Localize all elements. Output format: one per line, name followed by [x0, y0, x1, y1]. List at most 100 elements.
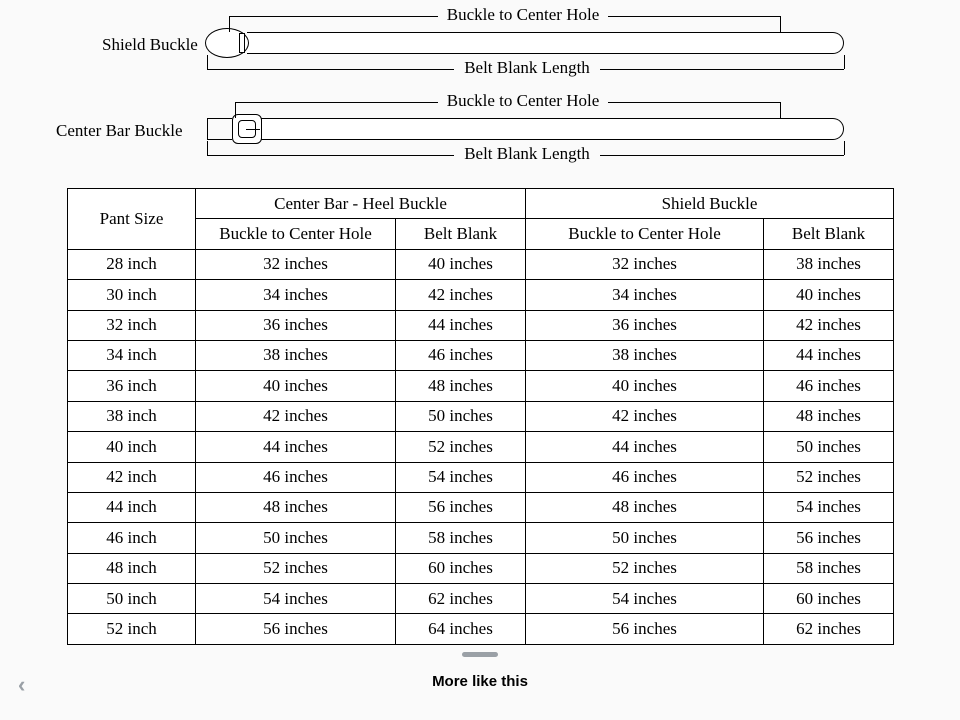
cell-s_bch: 56 inches: [526, 614, 764, 644]
cell-c_bch: 36 inches: [196, 310, 396, 340]
table-row: 30 inch34 inches42 inches34 inches40 inc…: [68, 280, 894, 310]
size-table-container: Pant Size Center Bar - Heel Buckle Shiel…: [67, 188, 893, 645]
cell-s_bb: 52 inches: [764, 462, 894, 492]
drag-handle-icon[interactable]: [462, 652, 498, 657]
cell-c_bch: 34 inches: [196, 280, 396, 310]
header-group-centerbar: Center Bar - Heel Buckle: [196, 189, 526, 219]
table-row: 28 inch32 inches40 inches32 inches38 inc…: [68, 249, 894, 279]
table-row: 42 inch46 inches54 inches46 inches52 inc…: [68, 462, 894, 492]
more-like-this-label: More like this: [0, 673, 960, 690]
cell-c_bch: 48 inches: [196, 492, 396, 522]
size-table: Pant Size Center Bar - Heel Buckle Shiel…: [67, 188, 894, 645]
cell-pant: 36 inch: [68, 371, 196, 401]
table-row: 36 inch40 inches48 inches40 inches46 inc…: [68, 371, 894, 401]
cell-pant: 40 inch: [68, 432, 196, 462]
cell-pant: 46 inch: [68, 523, 196, 553]
cell-s_bb: 60 inches: [764, 584, 894, 614]
cell-c_bch: 50 inches: [196, 523, 396, 553]
buckle-bar-icon: [239, 33, 245, 53]
cell-s_bch: 44 inches: [526, 432, 764, 462]
cell-c_bb: 44 inches: [396, 310, 526, 340]
table-row: 38 inch42 inches50 inches42 inches48 inc…: [68, 401, 894, 431]
cell-c_bb: 64 inches: [396, 614, 526, 644]
cell-pant: 30 inch: [68, 280, 196, 310]
belt-strap-icon: [261, 118, 844, 140]
size-table-body: 28 inch32 inches40 inches32 inches38 inc…: [68, 249, 894, 644]
cell-c_bb: 42 inches: [396, 280, 526, 310]
cell-s_bb: 38 inches: [764, 249, 894, 279]
cell-pant: 34 inch: [68, 340, 196, 370]
table-row: 50 inch54 inches62 inches54 inches60 inc…: [68, 584, 894, 614]
cell-s_bch: 42 inches: [526, 401, 764, 431]
cell-c_bch: 44 inches: [196, 432, 396, 462]
centerbar-buckle-label: Center Bar Buckle: [56, 121, 183, 141]
table-row: 34 inch38 inches46 inches38 inches44 inc…: [68, 340, 894, 370]
dimension-label: Buckle to Center Hole: [439, 5, 608, 25]
cell-s_bb: 42 inches: [764, 310, 894, 340]
cell-s_bch: 34 inches: [526, 280, 764, 310]
table-row: 52 inch56 inches64 inches56 inches62 inc…: [68, 614, 894, 644]
dimension-label: Buckle to Center Hole: [439, 91, 608, 111]
shield-buckle-label: Shield Buckle: [102, 35, 198, 55]
cell-s_bb: 48 inches: [764, 401, 894, 431]
cell-c_bb: 56 inches: [396, 492, 526, 522]
cell-s_bch: 38 inches: [526, 340, 764, 370]
cell-c_bch: 52 inches: [196, 553, 396, 583]
cell-c_bb: 52 inches: [396, 432, 526, 462]
header-centerbar-bb: Belt Blank: [396, 219, 526, 249]
cell-s_bb: 62 inches: [764, 614, 894, 644]
cell-s_bch: 40 inches: [526, 371, 764, 401]
cell-s_bb: 46 inches: [764, 371, 894, 401]
cell-pant: 44 inch: [68, 492, 196, 522]
dimension-label: Belt Blank Length: [456, 58, 598, 78]
cell-s_bch: 50 inches: [526, 523, 764, 553]
cell-c_bb: 54 inches: [396, 462, 526, 492]
cell-pant: 38 inch: [68, 401, 196, 431]
cell-s_bch: 46 inches: [526, 462, 764, 492]
cell-pant: 32 inch: [68, 310, 196, 340]
dimension-label: Belt Blank Length: [456, 144, 598, 164]
header-shield-bch: Buckle to Center Hole: [526, 219, 764, 249]
back-chevron-icon[interactable]: ‹: [18, 672, 25, 698]
table-row: 32 inch36 inches44 inches36 inches42 inc…: [68, 310, 894, 340]
cell-c_bb: 62 inches: [396, 584, 526, 614]
cell-s_bb: 40 inches: [764, 280, 894, 310]
cell-s_bch: 32 inches: [526, 249, 764, 279]
cell-pant: 48 inch: [68, 553, 196, 583]
cell-pant: 52 inch: [68, 614, 196, 644]
cell-pant: 42 inch: [68, 462, 196, 492]
cell-c_bch: 54 inches: [196, 584, 396, 614]
cell-s_bb: 44 inches: [764, 340, 894, 370]
header-pant-size: Pant Size: [68, 189, 196, 250]
header-shield-bb: Belt Blank: [764, 219, 894, 249]
strap-segment-icon: [207, 118, 232, 140]
cell-s_bch: 48 inches: [526, 492, 764, 522]
cell-s_bb: 50 inches: [764, 432, 894, 462]
cell-s_bch: 54 inches: [526, 584, 764, 614]
cell-c_bch: 42 inches: [196, 401, 396, 431]
cell-c_bch: 46 inches: [196, 462, 396, 492]
cell-c_bb: 40 inches: [396, 249, 526, 279]
cell-pant: 28 inch: [68, 249, 196, 279]
table-row: 46 inch50 inches58 inches50 inches56 inc…: [68, 523, 894, 553]
cell-c_bb: 48 inches: [396, 371, 526, 401]
table-row: 48 inch52 inches60 inches52 inches58 inc…: [68, 553, 894, 583]
cell-s_bb: 58 inches: [764, 553, 894, 583]
cell-c_bb: 50 inches: [396, 401, 526, 431]
table-row: 40 inch44 inches52 inches44 inches50 inc…: [68, 432, 894, 462]
cell-s_bch: 36 inches: [526, 310, 764, 340]
cell-c_bb: 60 inches: [396, 553, 526, 583]
buckle-pin-icon: [246, 129, 260, 130]
header-group-shield: Shield Buckle: [526, 189, 894, 219]
cell-c_bch: 32 inches: [196, 249, 396, 279]
cell-c_bb: 58 inches: [396, 523, 526, 553]
cell-s_bb: 54 inches: [764, 492, 894, 522]
table-row: 44 inch48 inches56 inches48 inches54 inc…: [68, 492, 894, 522]
cell-s_bch: 52 inches: [526, 553, 764, 583]
cell-pant: 50 inch: [68, 584, 196, 614]
header-centerbar-bch: Buckle to Center Hole: [196, 219, 396, 249]
cell-c_bch: 38 inches: [196, 340, 396, 370]
cell-c_bch: 40 inches: [196, 371, 396, 401]
cell-c_bch: 56 inches: [196, 614, 396, 644]
belt-strap-icon: [247, 32, 844, 54]
